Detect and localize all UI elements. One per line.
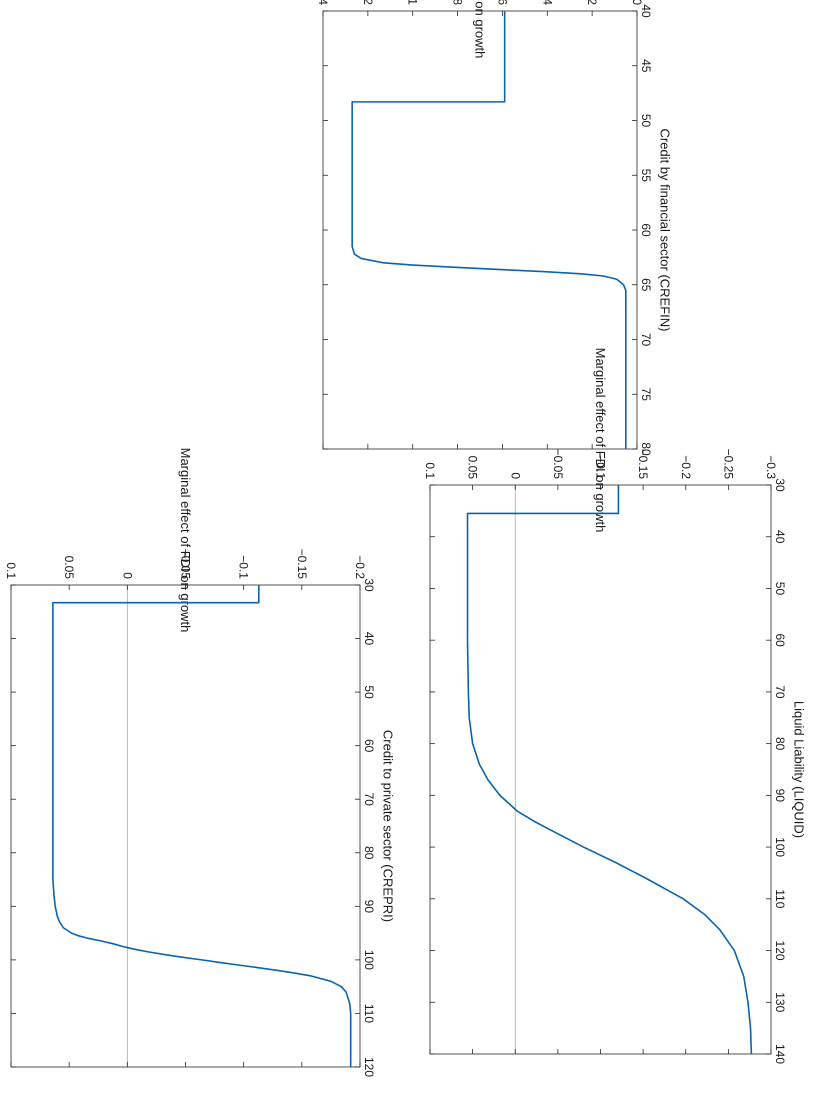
series-line-1 [466,485,753,1055]
x-tick-label: 30 [773,478,787,492]
x-tick-label: 90 [773,789,787,803]
x-tick-label: 45 [639,59,653,73]
y-tick-label: −0.1 [237,555,251,579]
y-tick-label: 0.05 [466,456,480,480]
y-tick-label: 0.12 [361,0,375,5]
plot-frame [322,10,638,450]
chart-panel-2: 40 45 50 55 60 65 70 75 80 0.14 0.12 0.1 0.08 0.06 0.0… [316,0,673,456]
series-line-1 [52,585,352,1067]
y-tick-label: 0.1 [4,562,18,579]
x-tick-label: 130 [773,992,787,1012]
y-tick-label: 0.14 [316,0,330,5]
x-tick-label: 70 [362,793,376,807]
x-tick-label: 50 [639,114,653,128]
chart-panel-1: 30 40 50 60 70 80 90 100 110 120 0.1 0.05 0 −0.05 −0.1… [4,448,396,1078]
x-tick-label: 65 [639,278,653,292]
x-tick-label: 40 [639,4,653,18]
x-tick-label: 55 [639,169,653,183]
y-tick-label: −0.25 [721,449,735,480]
x-tick-label: 70 [773,685,787,699]
x-tick-label: 60 [362,739,376,753]
x-tick-label: 70 [639,333,653,347]
x-tick-label: 60 [639,223,653,237]
x-tick-label: 40 [773,530,787,544]
y-tick-label: 0.1 [423,462,437,479]
x-tick-label: 50 [773,582,787,596]
y-tick-label: 0.1 [406,0,420,5]
x-tick-label: 60 [773,634,787,648]
x-tick-label: 30 [362,578,376,592]
x-tick-label: 75 [639,388,653,402]
y-tick-label: 0.06 [495,0,509,5]
y-tick-label: 0.04 [540,0,554,5]
y-tick-label: −0.2 [353,555,367,579]
y-tick-label: 0.08 [451,0,465,5]
y-tick-label: −0.1 [594,455,608,479]
x-tick-label: 80 [639,442,653,456]
chart-panel-3: 30 40 50 60 70 80 90 100 110 120 130 140 0.1 0.05 0 −0.… [423,348,807,1065]
x-tick-label: 80 [362,846,376,860]
x-tick-label: 80 [773,737,787,751]
x-axis-label: Credit by financial sector (CREFIN) [658,129,673,332]
y-tick-label: 0 [508,472,522,479]
x-tick-label: 40 [362,632,376,646]
y-tick-label: 0.05 [62,556,76,580]
x-tick-label: 50 [362,685,376,699]
x-tick-label: 120 [773,941,787,961]
y-tick-label: 0 [630,0,644,5]
y-tick-label: 0 [120,572,134,579]
y-tick-label: −0.15 [636,449,650,480]
plot-frame [429,484,772,1055]
y-axis-label: Marginal effect of FDI on growth [178,448,193,633]
y-tick-label: 0.02 [585,0,599,5]
y-tick-label: −0.2 [679,455,693,479]
x-axis-label: Credit to private sector (CREPRI) [381,730,396,922]
plot-frame [10,584,361,1068]
x-tick-label: 110 [773,889,787,908]
x-tick-label: 120 [362,1057,376,1077]
x-tick-label: 100 [362,950,376,970]
y-tick-label: −0.05 [179,549,193,580]
y-tick-label: −0.3 [764,455,778,479]
x-tick-label: 100 [773,837,787,857]
x-tick-label: 110 [362,1004,376,1023]
x-tick-label: 90 [362,900,376,914]
x-tick-label: 140 [773,1044,787,1064]
y-tick-label: −0.05 [551,449,565,480]
x-axis-label: Liquid Liability (LIQUID) [792,701,807,838]
y-axis-label: Marginal effect of FDI on growth [473,0,488,58]
series-line-1 [351,11,627,449]
y-axis-label: Marginal effect of FDI on growth [593,348,608,533]
y-tick-label: −0.15 [295,549,309,580]
